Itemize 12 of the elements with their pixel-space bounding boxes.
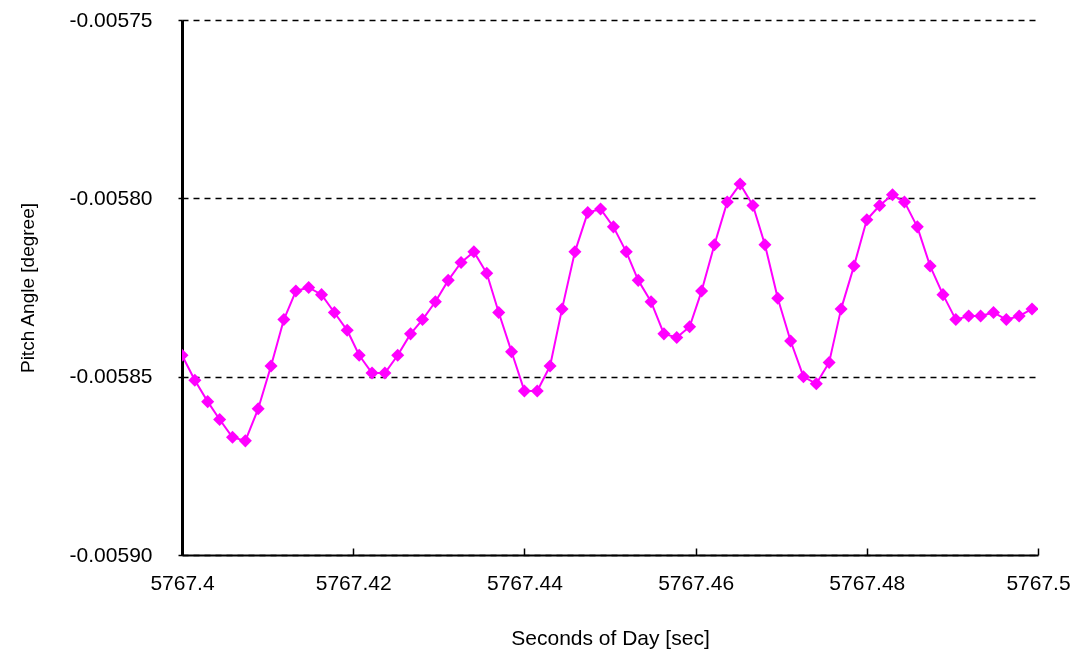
y-tick-label: -0.00590: [69, 542, 153, 566]
y-tick-label: -0.00580: [69, 185, 153, 209]
x-tick-label: 5767.46: [658, 570, 735, 594]
x-tick-label: 5767.5: [1006, 570, 1071, 594]
y-tick-label: -0.00575: [69, 7, 153, 31]
x-tick-label: 5767.42: [315, 570, 392, 594]
y-tick-label: -0.00585: [69, 364, 153, 388]
x-tick-label: 5767.48: [829, 570, 906, 594]
x-axis-title: Seconds of Day [sec]: [511, 625, 710, 649]
x-tick-label: 5767.44: [486, 570, 564, 594]
x-tick-label: 5767.4: [150, 570, 215, 594]
y-axis-title: Pitch Angle [degree]: [16, 202, 38, 374]
